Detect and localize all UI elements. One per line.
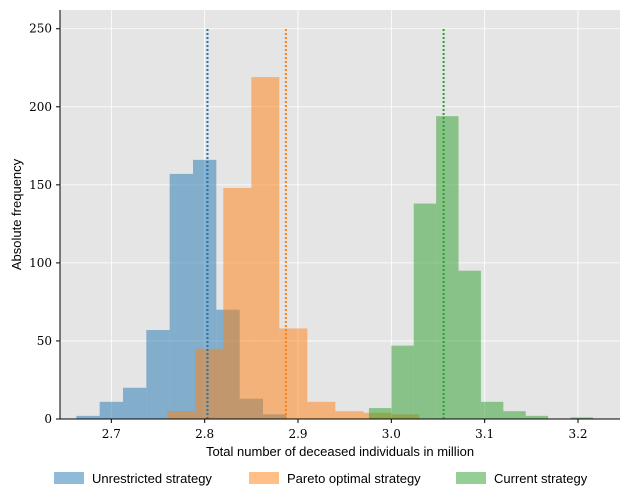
y-tick-label: 100 [29,256,52,270]
y-tick-label: 50 [37,334,52,348]
legend-swatch [456,472,486,484]
tick-labels: 2.7 2.8 2.9 3.0 3.1 3.2 0 50 100 150 200 250 [29,22,587,441]
x-axis-label: Total number of deceased individuals in … [206,444,474,459]
y-tick-label: 0 [44,412,52,426]
histogram-bar [123,387,147,419]
histogram-bar [76,415,100,419]
histogram-bar [525,415,549,419]
histogram-bar [167,411,196,419]
histogram-bar [251,77,280,420]
plot-background [60,10,620,419]
y-axis-label: Absolute frequency [9,158,24,270]
axes [59,10,620,420]
histogram-bar [99,401,123,419]
histogram-bar [458,270,481,419]
histogram-bar [223,187,252,419]
legend-swatch [249,472,279,484]
x-tick-label: 2.9 [288,427,307,441]
histogram-bar [195,348,224,419]
histogram-bar [436,116,459,419]
x-tick-label: 2.7 [102,427,121,441]
x-tick-label: 2.8 [195,427,214,441]
histogram-bar [335,411,364,419]
histogram-bar [480,401,504,419]
histogram-bar [570,417,593,419]
legend: Unrestricted strategy Pareto optimal stra… [54,471,588,486]
histogram-bar [413,203,437,419]
legend-label: Current strategy [494,471,588,486]
histogram-bar [391,345,414,419]
histogram-bar [279,328,308,419]
x-tick-label: 3.1 [475,427,494,441]
legend-label: Unrestricted strategy [92,471,212,486]
legend-label: Pareto optimal strategy [287,471,421,486]
histogram-bar [503,411,526,419]
histogram-bar [368,408,392,419]
x-tick-label: 3.0 [382,427,401,441]
legend-swatch [54,472,84,484]
histogram-bar [169,173,193,419]
y-tick-label: 200 [29,100,52,114]
histogram-bar [307,401,336,419]
mean-lines [206,28,445,419]
histogram-bar [146,330,170,419]
histogram-bars [76,77,593,420]
y-tick-label: 150 [29,178,52,192]
y-tick-label: 250 [29,22,52,36]
x-tick-label: 3.2 [568,427,587,441]
